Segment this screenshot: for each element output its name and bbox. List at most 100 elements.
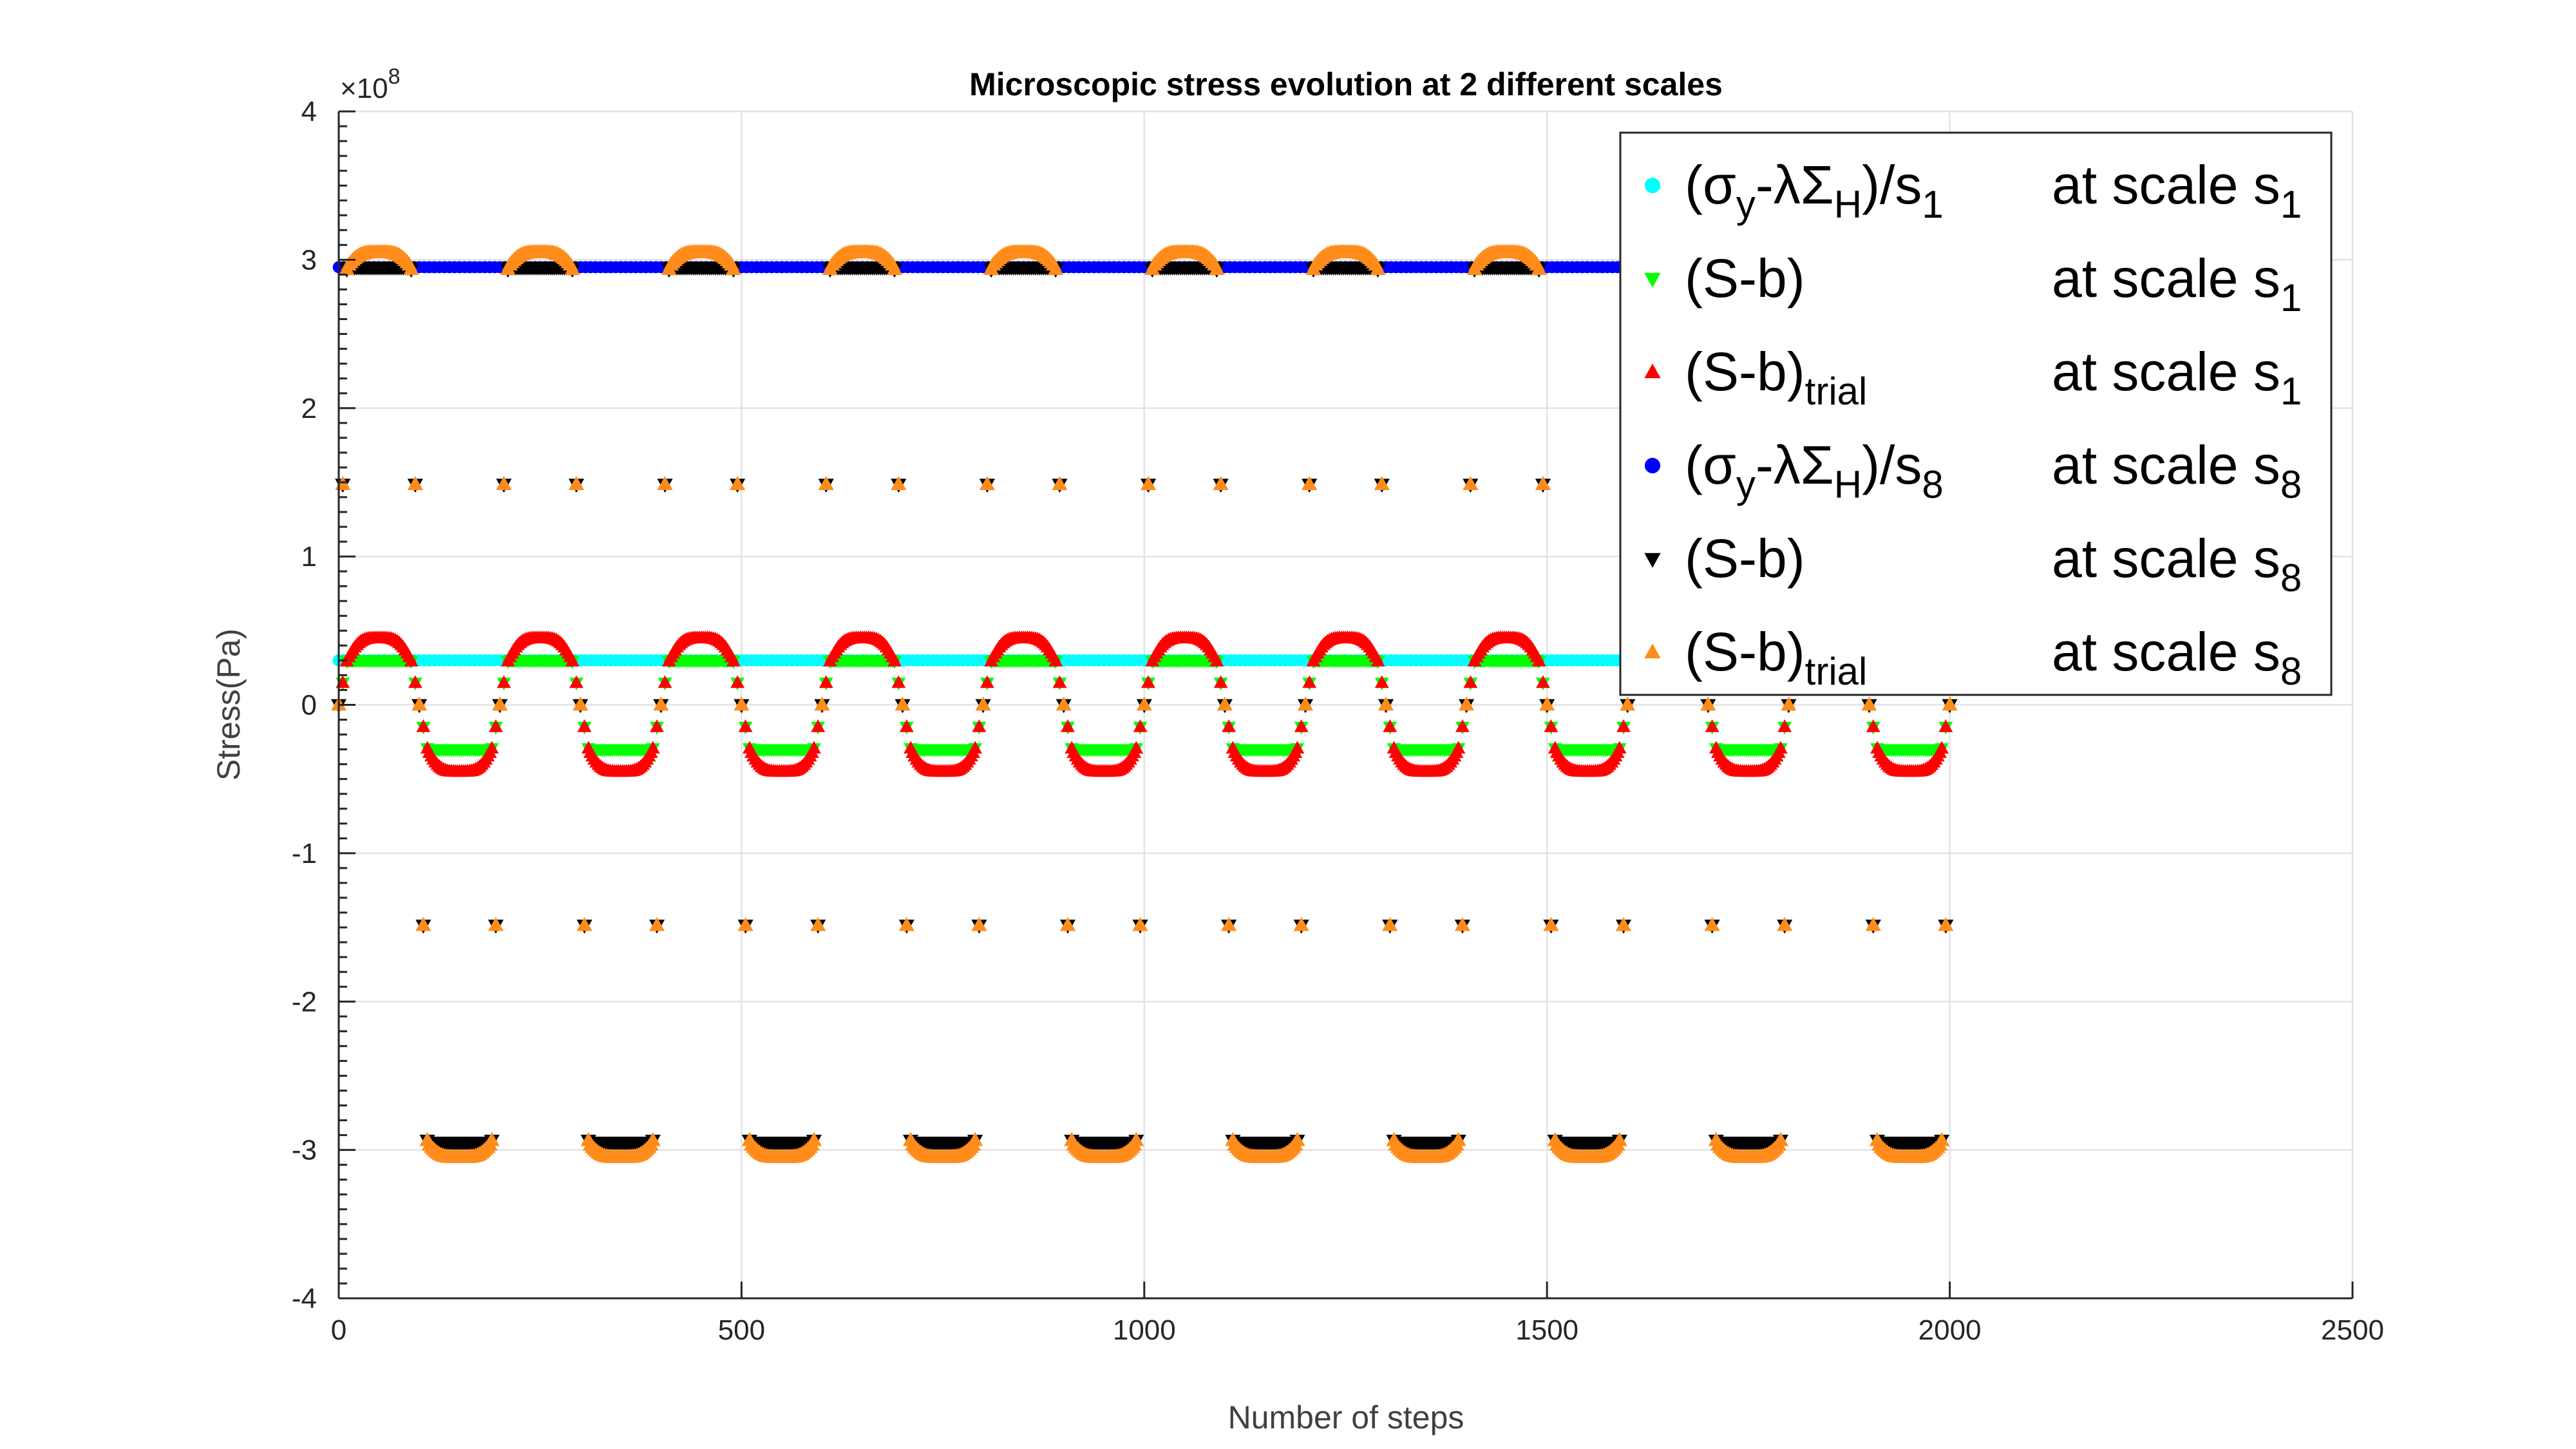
- y-tick-label: -1: [292, 838, 317, 869]
- legend-label-main: (σ: [1685, 435, 1736, 495]
- series-2-point: [1544, 719, 1558, 732]
- x-tick-label: 1000: [1113, 1314, 1176, 1346]
- legend-scale-sub: 1: [2280, 183, 2302, 226]
- series-5-point: [1132, 916, 1148, 931]
- series-2-point: [1213, 675, 1228, 688]
- series-2-point: [1455, 719, 1470, 732]
- series-2-point: [891, 675, 906, 688]
- series-5-point: [496, 476, 512, 490]
- series-2-point: [658, 675, 672, 688]
- series-2-point: [402, 649, 417, 663]
- x-tick-label: 2000: [1918, 1314, 1982, 1346]
- series-2-point: [1061, 719, 1075, 732]
- series-2-point: [980, 675, 994, 688]
- legend-label-sub: trial: [1805, 370, 1868, 413]
- legend-scale-5: at scale s8: [2052, 621, 2302, 693]
- y-tick-label: 4: [301, 96, 317, 128]
- series-2-point: [1127, 745, 1142, 758]
- series-2-point: [563, 649, 578, 663]
- series-5-point: [1056, 696, 1072, 711]
- series-5-point: [1535, 476, 1551, 490]
- series-2-point: [488, 719, 503, 732]
- series-2-point: [664, 649, 678, 663]
- series-5-point: [898, 916, 914, 931]
- series-5-point: [492, 696, 508, 711]
- series-2-point: [1445, 752, 1460, 765]
- legend-label-sub: y: [1736, 463, 1756, 506]
- series-5-point: [1297, 696, 1314, 711]
- series-2-point: [416, 719, 431, 732]
- series-2-point: [1308, 649, 1323, 663]
- series-5-point: [412, 696, 428, 711]
- series-2-point: [1616, 719, 1631, 732]
- legend-label-main: (σ: [1685, 155, 1736, 215]
- series-2-point: [1288, 745, 1303, 758]
- series-2-point: [577, 719, 592, 732]
- series-2-point: [408, 675, 422, 688]
- series-2-point: [819, 675, 833, 688]
- y-tick-label: -2: [292, 986, 317, 1018]
- series-5-point: [1302, 476, 1318, 490]
- series-5-point: [1609, 1136, 1625, 1151]
- series-2-point: [966, 745, 980, 758]
- series-5-point: [1931, 1136, 1948, 1151]
- legend-marker-1: [1644, 272, 1661, 288]
- series-5-point: [1704, 916, 1720, 931]
- series-2-point: [986, 649, 1001, 663]
- legend-label-main: (S-b): [1685, 341, 1805, 402]
- series-5-point: [814, 696, 830, 711]
- series-2-point: [961, 752, 976, 765]
- legend-marker-4: [1644, 553, 1661, 568]
- series-5-point: [657, 476, 673, 490]
- series-2-point: [1383, 719, 1397, 732]
- legend-scale-text: at scale s: [2052, 528, 2280, 589]
- series-2-point: [1469, 649, 1484, 663]
- legend-label-sub: H: [1834, 463, 1862, 506]
- series-2-point: [1374, 675, 1389, 688]
- series-5-point: [1221, 916, 1237, 931]
- y-tick-label: 0: [301, 690, 317, 721]
- series-2-point: [1610, 745, 1625, 758]
- series-5-point: [1781, 696, 1797, 711]
- legend-scale-text: at scale s: [2052, 435, 2280, 495]
- legend-scale-sub: 8: [2280, 650, 2302, 693]
- legend-label-3: (σy-λΣH)/s8: [1685, 435, 1944, 506]
- series-2-point: [886, 649, 900, 663]
- series-5-point: [1374, 476, 1390, 490]
- legend-scale-2: at scale s1: [2052, 341, 2302, 413]
- legend-marker-5: [1644, 643, 1661, 659]
- x-tick-label: 2500: [2321, 1314, 2384, 1346]
- y-axis-label: Stress(Pa): [211, 629, 247, 781]
- series-2-point: [1938, 719, 1953, 732]
- series-2-point: [643, 745, 658, 758]
- series-2-point: [1705, 719, 1719, 732]
- series-2-point: [1928, 752, 1943, 765]
- series-2-point: [502, 649, 517, 663]
- series-5-point: [1368, 256, 1384, 270]
- series-2-point: [1777, 719, 1792, 732]
- series-5-point: [975, 696, 991, 711]
- series-5-point: [1938, 916, 1954, 931]
- series-5-point: [562, 256, 578, 270]
- series-5-point: [1287, 1136, 1303, 1151]
- series-2-point: [811, 719, 826, 732]
- legend-label-sub: 1: [1922, 183, 1943, 226]
- series-5-point: [1136, 696, 1152, 711]
- legend-box: [1619, 131, 2333, 696]
- series-2-point: [825, 649, 840, 663]
- series-5-point: [1448, 1136, 1464, 1151]
- legend-scale-1: at scale s1: [2052, 248, 2302, 319]
- legend-label-4: (S-b): [1685, 528, 1805, 589]
- series-2-point: [1294, 719, 1309, 732]
- legend: (σy-λΣH)/s1 at scale s1(S-b) at scale s1(S…: [1619, 131, 2333, 696]
- series-2-point: [1866, 719, 1880, 732]
- series-2-point: [804, 745, 819, 758]
- series-5-point: [1865, 916, 1881, 931]
- series-2-point: [482, 745, 497, 758]
- series-2-point: [1767, 752, 1782, 765]
- series-5-point: [1126, 1136, 1142, 1151]
- series-5-point: [1140, 476, 1157, 490]
- series-2-point: [1302, 675, 1317, 688]
- series-5-point: [723, 256, 739, 270]
- series-5-point: [737, 916, 753, 931]
